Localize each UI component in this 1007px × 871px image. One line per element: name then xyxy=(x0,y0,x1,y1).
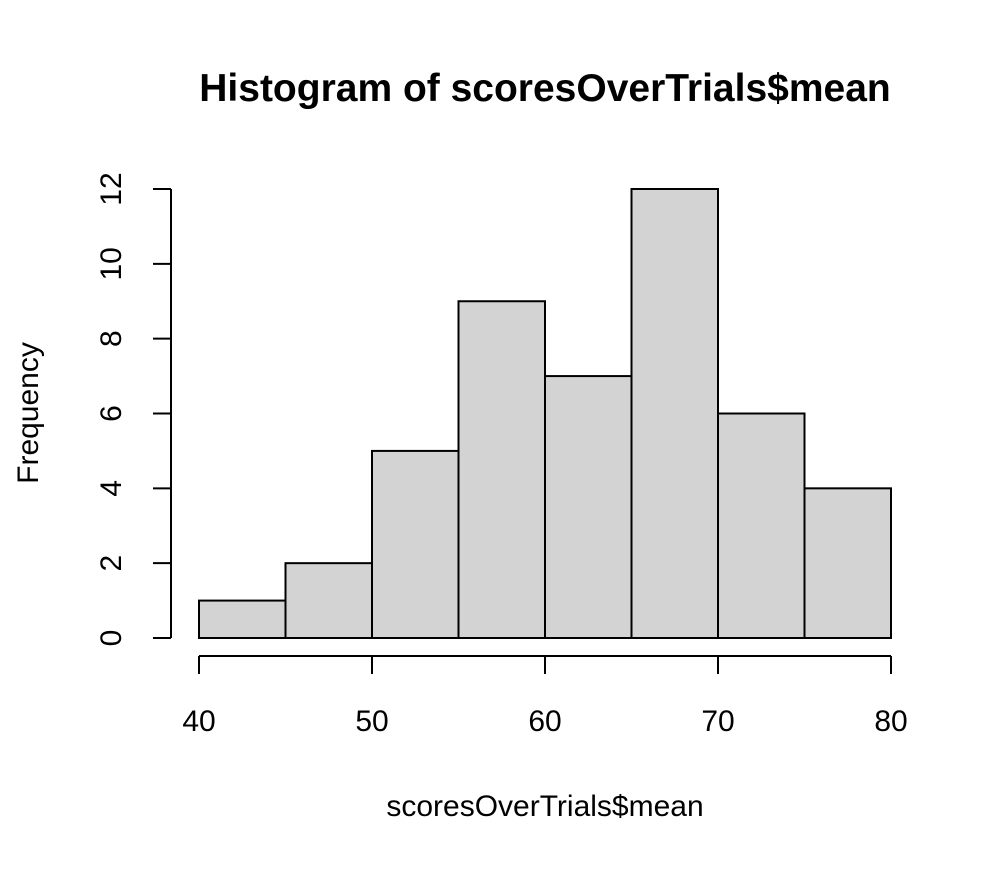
y-axis-label: Frequency xyxy=(12,342,45,484)
histogram-bar xyxy=(544,375,633,639)
y-tick-label: 8 xyxy=(95,330,128,347)
x-axis: 40 50 60 70 80 xyxy=(182,655,908,738)
histogram-bar xyxy=(630,188,719,639)
x-axis-label: scoresOverTrials$mean xyxy=(386,790,703,823)
y-tick-label: 6 xyxy=(95,405,128,422)
y-tick-label: 10 xyxy=(95,247,128,280)
histogram-bar xyxy=(198,599,287,639)
chart-title: Histogram of scoresOverTrials$mean xyxy=(199,67,890,110)
x-tick-label: 70 xyxy=(701,705,734,738)
x-tick-label: 50 xyxy=(355,705,388,738)
bars-group xyxy=(198,188,892,640)
y-tick-label: 12 xyxy=(95,172,128,205)
x-tick-label: 40 xyxy=(182,705,215,738)
y-tick-label: 2 xyxy=(95,555,128,572)
y-tick-label: 4 xyxy=(95,480,128,497)
histogram-bar xyxy=(457,300,546,639)
histogram-bar xyxy=(284,562,373,640)
x-tick-label: 60 xyxy=(528,705,561,738)
histogram-bar xyxy=(803,487,892,640)
x-tick-label: 80 xyxy=(874,705,907,738)
y-axis: 0 2 4 6 8 10 12 xyxy=(95,172,172,647)
histogram-bar xyxy=(371,449,460,639)
y-tick-label: 0 xyxy=(95,630,128,647)
histogram-bar xyxy=(717,412,806,639)
